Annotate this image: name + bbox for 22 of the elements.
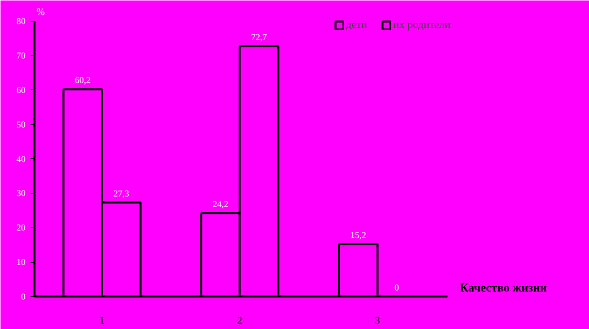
y-tick-label: 30	[16, 188, 26, 198]
legend-label: дети	[346, 19, 368, 31]
data-label: 0	[394, 282, 400, 292]
legend-label: их родители	[393, 19, 451, 31]
data-label: 15,2	[350, 230, 366, 240]
y-axis-title: %	[36, 7, 45, 18]
data-label: 27,3	[113, 188, 130, 198]
y-tick-label: 20	[16, 222, 26, 233]
x-tick-label: 2	[237, 316, 242, 326]
x-axis-title: Качество жизни	[460, 280, 548, 294]
y-tick-label: 40	[16, 154, 26, 164]
y-tick-label: 50	[16, 119, 26, 130]
y-tick-label: 0	[21, 292, 26, 302]
y-tick-label: 10	[16, 257, 26, 268]
data-label: 72,7	[251, 32, 268, 42]
y-tick-label: 60	[16, 84, 26, 95]
x-tick-label: 3	[374, 316, 380, 326]
y-tick-label: 80	[16, 16, 26, 26]
data-label: 24,2	[212, 199, 228, 210]
data-label: 60,2	[74, 75, 91, 86]
y-tick-label: 70	[16, 50, 26, 60]
x-tick-label: 1	[99, 316, 104, 326]
